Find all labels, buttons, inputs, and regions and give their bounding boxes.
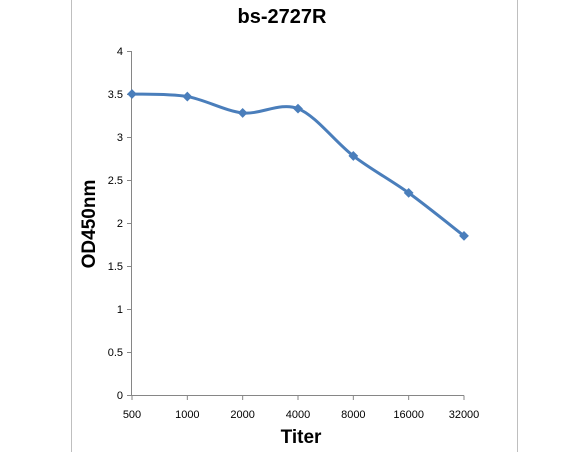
y-tick-label: 0	[117, 390, 123, 402]
y-axis-title: OD450nm	[79, 180, 100, 269]
data-point-16000	[403, 187, 414, 198]
data-point-32000	[459, 230, 469, 241]
x-tick-label: 16000	[393, 409, 424, 421]
x-axis-ticks: 500 1000 2000 4000 8000 16000 32000	[123, 395, 480, 421]
series-line	[130, 92, 466, 238]
x-axis-title: Titer	[281, 427, 322, 448]
y-tick-label: 4	[117, 46, 123, 58]
y-tick-label: 3	[117, 132, 123, 144]
data-point-8000	[348, 151, 359, 161]
data-point-2000	[237, 108, 248, 118]
data-point-500	[127, 89, 137, 99]
x-tick-label: 8000	[341, 409, 365, 421]
x-tick-label: 32000	[449, 409, 480, 421]
x-tick-label: 4000	[286, 409, 310, 421]
x-tick-label: 2000	[230, 409, 254, 421]
x-tick-label: 1000	[175, 409, 199, 421]
y-tick-label: 0.5	[108, 347, 123, 359]
data-point-1000	[182, 91, 193, 102]
y-tick-label: 2.5	[108, 175, 123, 187]
y-tick-label: 1.5	[108, 261, 123, 273]
x-tick-label: 500	[123, 409, 141, 421]
data-point-4000	[293, 103, 303, 114]
chart-title: bs-2727R	[238, 6, 327, 28]
y-tick-label: 2	[117, 218, 123, 230]
y-tick-label: 3.5	[108, 89, 123, 101]
y-axis-ticks: 0 0.5 1 1.5 2 2.5 3 3.5 4	[108, 46, 132, 402]
series-markers	[127, 89, 469, 241]
y-tick-label: 1	[117, 304, 123, 316]
